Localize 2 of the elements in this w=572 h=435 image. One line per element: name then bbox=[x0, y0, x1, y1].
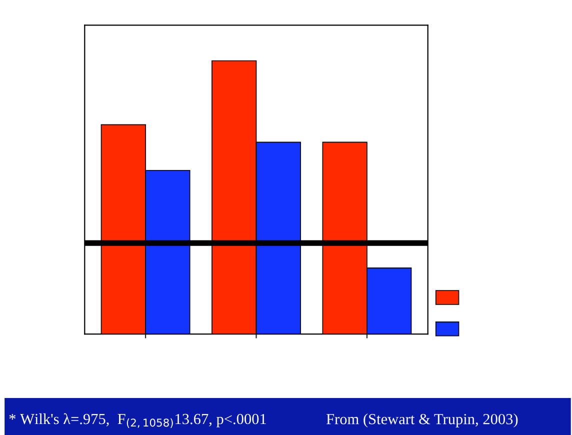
text: From (Stewart & Trupin, 2003) bbox=[326, 414, 518, 428]
text: * Wilk's λ=.975, F$_{(2,1058)}$13.67, p<.0001 bbox=[9, 413, 266, 428]
